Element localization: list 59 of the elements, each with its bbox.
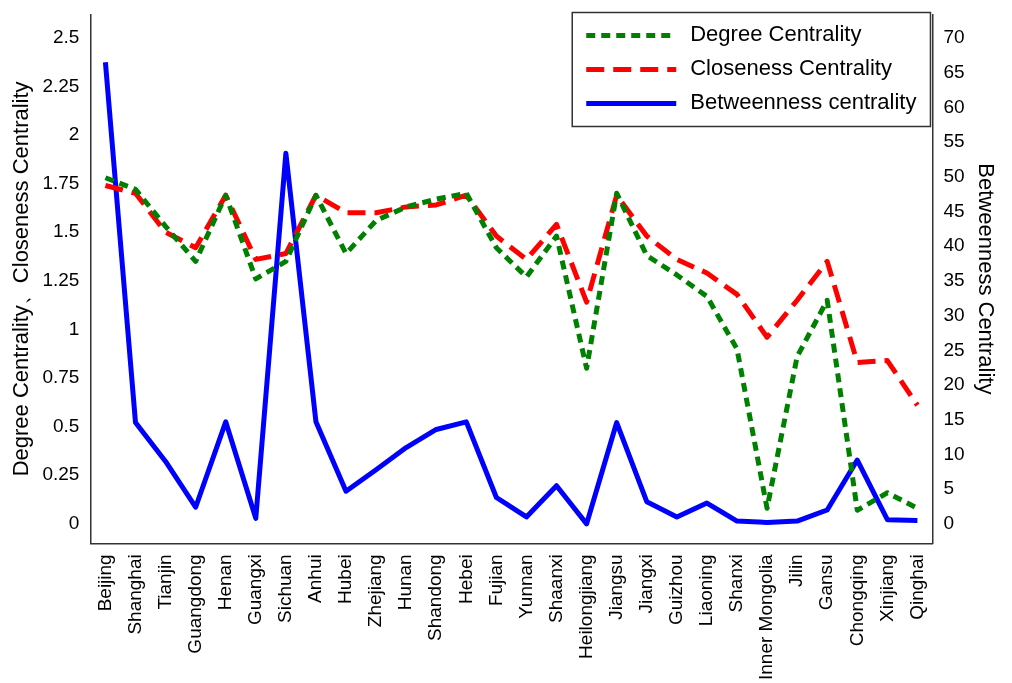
y2-tick-label: 35 [943,269,965,291]
y-tick-label: 1.75 [42,171,80,193]
x-tick-label: Liaoning [695,554,717,627]
y-tick-label: 0.5 [52,414,80,436]
x-tick-label: Yunnan [514,554,536,619]
x-tick-label: Shandong [424,554,446,641]
x-tick-label: Beijing [93,554,115,612]
x-tick-label: Hubei [334,554,356,604]
y-tick-label: 0.25 [42,463,80,485]
x-tick-label: Anhui [304,554,326,603]
x-tick-label: Jilin [785,554,807,588]
x-tick-label: Chongqing [845,554,867,647]
y-tick-label: 2.5 [52,25,80,47]
x-tick-label: Guangdong [183,554,205,654]
y2-axis-title: Betweenness Centrality [973,163,999,395]
y-tick-label: 2 [68,123,80,145]
x-tick-label: Zhejiang [364,554,386,628]
y-tick-label: 1.25 [42,269,80,291]
x-tick-label: Hebei [454,554,476,604]
y-axis-title: Degree Centrality、Closeness Centrality [8,81,34,477]
y2-tick-label: 70 [943,26,965,48]
x-tick-label: Shaanxi [544,554,566,623]
x-tick-label: Sichuan [274,554,296,623]
x-tick-label: Tianjin [153,554,175,610]
x-tick-label: Fujian [484,554,506,607]
legend-label: Closeness Centrality [690,55,892,81]
y2-tick-label: 30 [943,303,965,325]
x-tick-label: Jiangxi [634,554,656,614]
y-tick-label: 1 [68,317,80,339]
y2-tick-label: 50 [943,165,965,187]
x-tick-label: Heilongjiang [574,554,596,659]
y-tick-label: 0 [68,512,80,534]
x-tick-label: Hunan [394,554,416,611]
y2-tick-label: 0 [943,512,955,534]
x-tick-label: Guangxi [244,554,266,626]
y2-tick-label: 20 [943,373,965,395]
y2-tick-label: 55 [943,130,965,152]
y2-tick-label: 25 [943,338,965,360]
x-tick-label: Shanghai [123,554,145,635]
y2-tick-label: 10 [943,442,965,464]
y2-tick-label: 40 [943,234,965,256]
x-tick-label: Henan [213,554,235,611]
x-tick-label: Gansu [815,554,837,611]
x-tick-label: Xinjiang [875,554,897,622]
y-tick-label: 0.75 [42,366,80,388]
x-tick-label: Guizhou [665,554,687,626]
y2-tick-label: 15 [943,407,965,429]
legend-label: Degree Centrality [690,21,862,47]
x-tick-label: Jiangsu [604,554,626,620]
y2-tick-label: 5 [943,477,955,499]
x-tick-label: Inner Mongolia [755,553,777,681]
y-tick-label: 1.5 [52,220,80,242]
legend-label: Betweenness centrality [690,89,917,115]
x-tick-label: Qinghai [905,554,927,620]
y2-tick-label: 65 [943,60,965,82]
y2-tick-label: 45 [943,199,965,221]
y-tick-label: 2.25 [42,74,80,96]
x-tick-label: Shanxi [725,554,747,613]
y2-tick-label: 60 [943,95,965,117]
